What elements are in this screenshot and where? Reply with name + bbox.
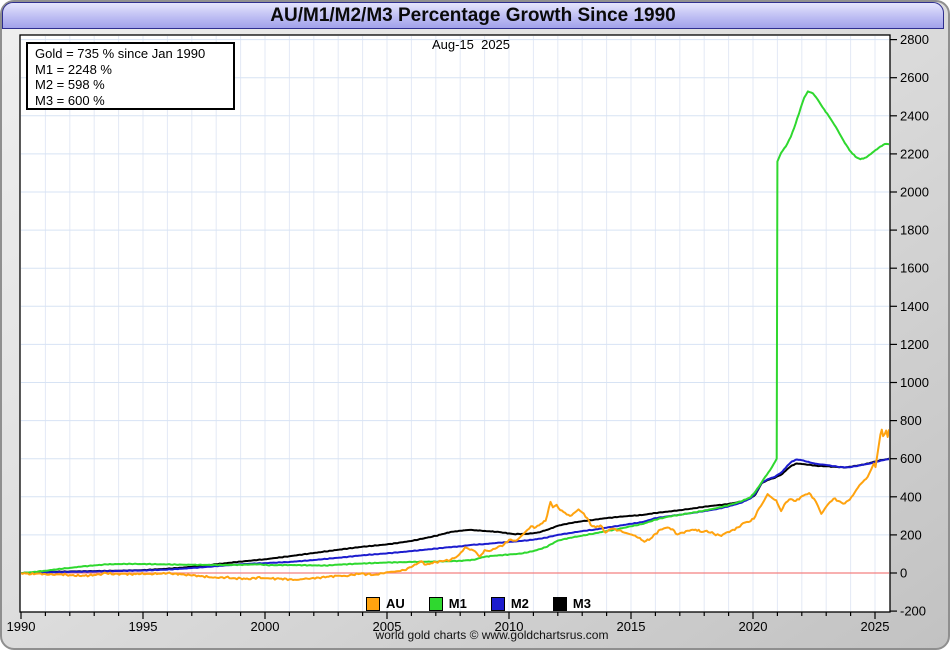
chart-title: AU/M1/M2/M3 Percentage Growth Since 1990	[270, 5, 676, 26]
copyright-footer: world gold charts © www.goldchartsrus.co…	[375, 628, 609, 642]
svg-text:1200: 1200	[900, 337, 929, 352]
m1-swatch-icon	[428, 596, 443, 611]
svg-text:2020: 2020	[739, 619, 768, 634]
svg-text:2200: 2200	[900, 146, 929, 161]
legend-label-au: AU	[386, 596, 405, 611]
legend-label-m2: M2	[510, 596, 529, 611]
legend-item-m1: M1	[428, 596, 467, 611]
svg-text:2005: 2005	[373, 619, 402, 634]
svg-text:1400: 1400	[900, 299, 929, 314]
svg-text:2800: 2800	[900, 32, 929, 47]
svg-text:400: 400	[900, 489, 922, 504]
stats-line-gold: Gold = 735 % since Jan 1990	[35, 46, 206, 61]
svg-text:2010: 2010	[495, 619, 524, 634]
stats-line-m2: M2 = 598 %	[35, 77, 105, 92]
stats-line-m3: M3 = 600 %	[35, 92, 105, 108]
legend-item-au: AU	[366, 596, 405, 611]
stats-box: Gold = 735 % since Jan 1990 M1 = 2248 % …	[26, 42, 235, 110]
svg-text:2015: 2015	[617, 619, 646, 634]
m2-swatch-icon	[490, 596, 505, 611]
svg-text:1990: 1990	[7, 619, 36, 634]
legend-label-m1: M1	[448, 596, 467, 611]
svg-text:2000: 2000	[251, 619, 280, 634]
svg-text:2600: 2600	[900, 70, 929, 85]
svg-text:2000: 2000	[900, 185, 929, 200]
legend: AU M1 M2 M3	[366, 596, 591, 611]
svg-text:1995: 1995	[129, 619, 158, 634]
svg-text:2400: 2400	[900, 108, 929, 123]
chart-title-bar: AU/M1/M2/M3 Percentage Growth Since 1990	[2, 2, 944, 29]
svg-text:0: 0	[900, 566, 907, 581]
date-label: Aug-15 2025	[431, 37, 511, 52]
svg-text:1000: 1000	[900, 375, 929, 390]
svg-text:1600: 1600	[900, 261, 929, 276]
svg-text:-200: -200	[900, 604, 926, 619]
svg-text:600: 600	[900, 451, 922, 466]
svg-text:800: 800	[900, 413, 922, 428]
legend-item-m2: M2	[490, 596, 529, 611]
svg-text:200: 200	[900, 527, 922, 542]
m3-swatch-icon	[552, 596, 567, 611]
svg-text:1800: 1800	[900, 223, 929, 238]
stats-line-m1: M1 = 2248 %	[35, 61, 112, 77]
au-swatch-icon	[366, 596, 380, 611]
legend-label-m3: M3	[572, 596, 591, 611]
svg-text:2025: 2025	[861, 619, 890, 634]
legend-item-m3: M3	[552, 596, 591, 611]
